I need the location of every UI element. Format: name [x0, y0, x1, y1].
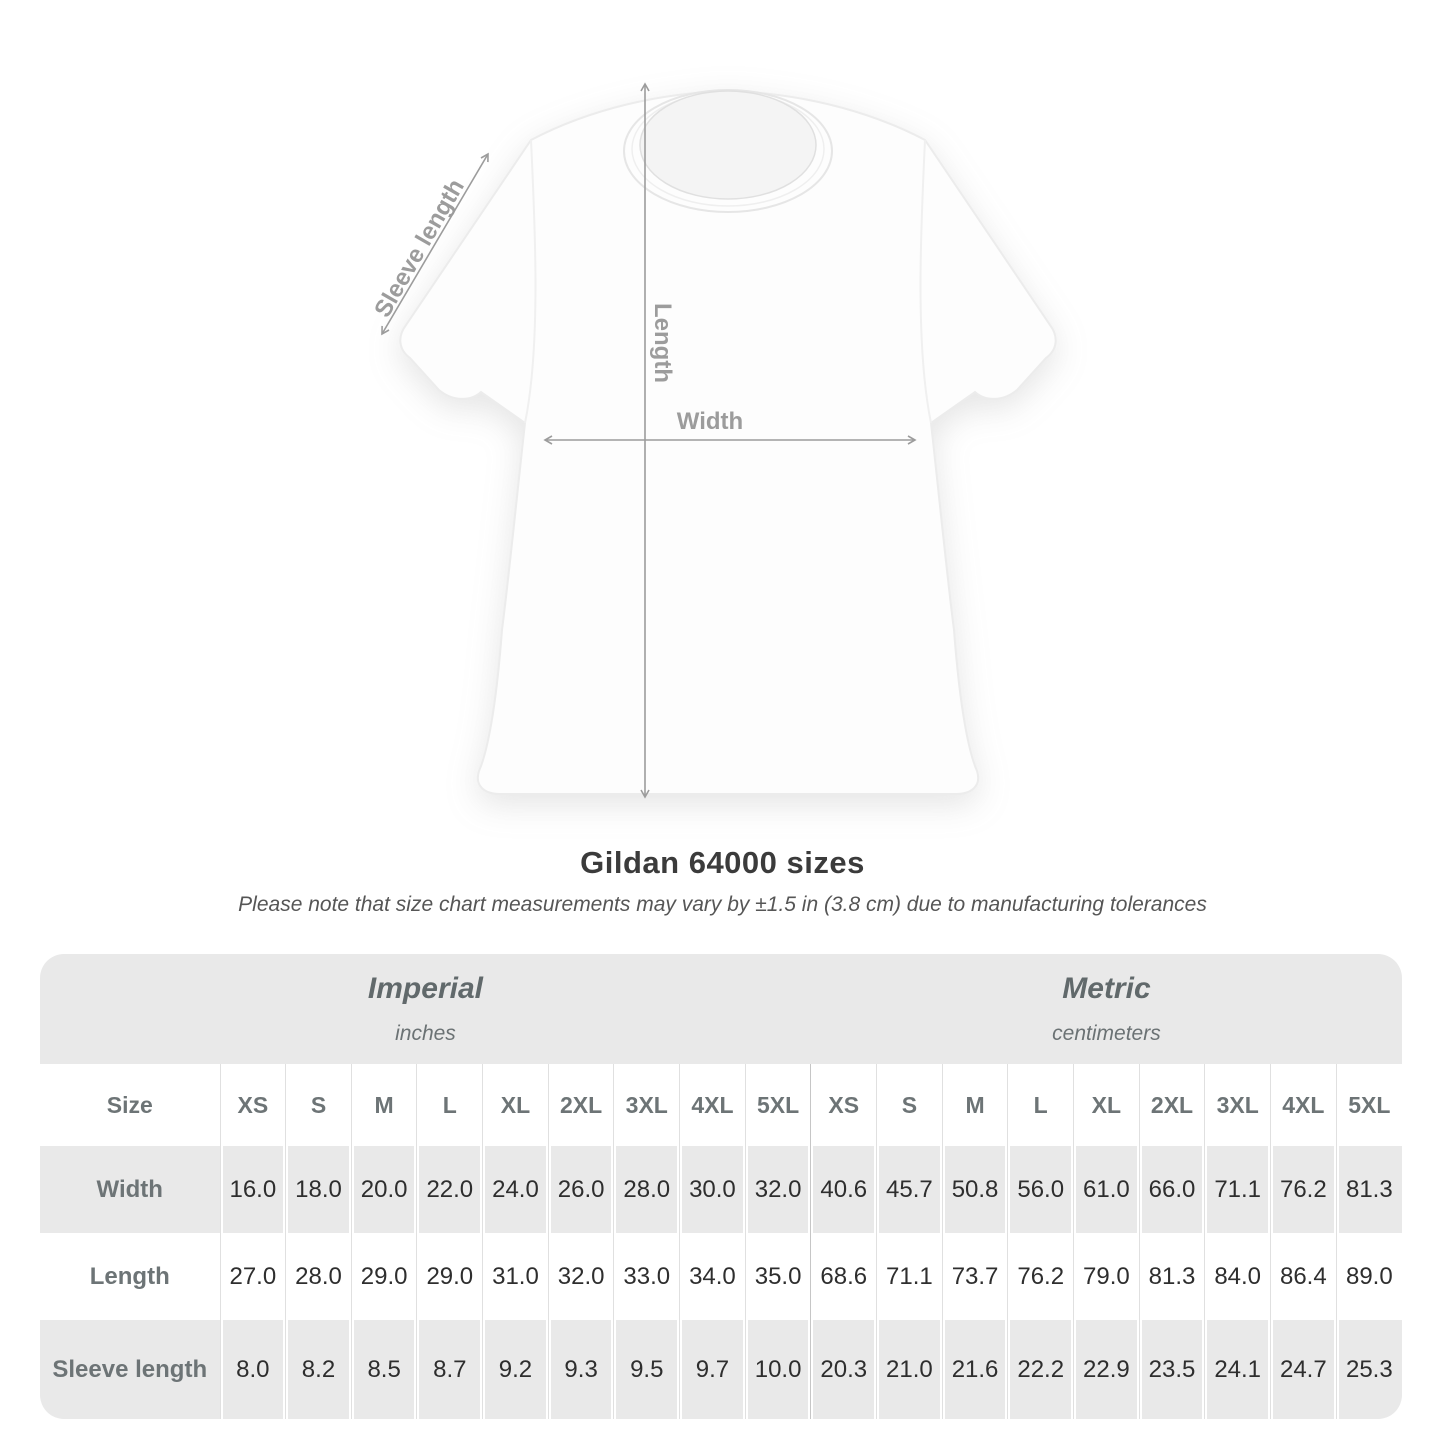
value-cell: 22.9 — [1073, 1320, 1140, 1419]
size-col-header: 5XL — [1335, 1064, 1402, 1146]
size-col-header: S — [876, 1064, 943, 1146]
collar-inner — [639, 90, 817, 200]
value-cell: 35.0 — [744, 1233, 811, 1320]
size-col-header: 3XL — [1204, 1064, 1271, 1146]
value-cell: 18.0 — [285, 1146, 352, 1233]
value-cell: 32.0 — [547, 1233, 614, 1320]
unit-group-row: Imperial inches Metric centimeters — [40, 954, 1402, 1064]
value-cell: 22.0 — [416, 1146, 483, 1233]
size-header-cell: Size — [40, 1064, 220, 1146]
table-row: Sleeve length 8.0 8.2 8.5 8.7 9.2 9.3 9.5 9.7 10.… — [40, 1320, 1402, 1419]
value-cell: 9.5 — [613, 1320, 680, 1419]
value-cell: 16.0 — [219, 1146, 286, 1233]
sleeve-length-arrow — [381, 152, 489, 336]
value-cell: 8.0 — [219, 1320, 286, 1419]
value-cell: 24.0 — [482, 1146, 549, 1233]
tolerance-note: Please note that size chart measurements… — [238, 893, 1207, 916]
tshirt-body — [399, 89, 1057, 795]
value-cell: 86.4 — [1270, 1233, 1337, 1320]
tshirt-measurement-illustration: Sleeve length Length Width — [369, 82, 1057, 799]
value-cell: 56.0 — [1007, 1146, 1074, 1233]
value-cell: 21.6 — [941, 1320, 1008, 1419]
value-cell: 20.0 — [350, 1146, 417, 1233]
value-cell: 25.3 — [1335, 1320, 1402, 1419]
value-cell: 24.1 — [1204, 1320, 1271, 1419]
size-col-header: L — [1007, 1064, 1074, 1146]
size-col-header: 4XL — [679, 1064, 746, 1146]
value-cell: 45.7 — [876, 1146, 943, 1233]
length-label: Length — [649, 303, 676, 383]
value-cell: 30.0 — [679, 1146, 746, 1233]
metric-unit: centimeters — [1052, 1022, 1161, 1045]
value-cell: 26.0 — [547, 1146, 614, 1233]
value-cell: 20.3 — [810, 1320, 877, 1419]
size-col-header: M — [350, 1064, 417, 1146]
value-cell: 22.2 — [1007, 1320, 1074, 1419]
table-row: Length 27.0 28.0 29.0 29.0 31.0 32.0 33.0 34.0 35… — [40, 1233, 1402, 1320]
imperial-unit: inches — [395, 1022, 456, 1045]
size-col-header: 2XL — [1138, 1064, 1205, 1146]
value-cell: 61.0 — [1073, 1146, 1140, 1233]
imperial-label: Imperial — [367, 972, 483, 1005]
value-cell: 9.3 — [547, 1320, 614, 1419]
unit-group-metric: Metric centimeters — [810, 954, 1402, 1064]
size-col-header: 5XL — [744, 1064, 811, 1146]
value-cell: 71.1 — [876, 1233, 943, 1320]
size-col-header: XL — [482, 1064, 549, 1146]
size-header-row: Size XS S M L XL 2XL 3XL 4XL 5XL XS S M L XL 2XL 3XL 4XL… — [40, 1064, 1402, 1146]
value-cell: 31.0 — [482, 1233, 549, 1320]
value-cell: 29.0 — [350, 1233, 417, 1320]
metric-label: Metric — [1062, 972, 1151, 1005]
size-col-header: L — [416, 1064, 483, 1146]
size-col-header: XS — [219, 1064, 286, 1146]
value-cell: 84.0 — [1204, 1233, 1271, 1320]
table-row: Width 16.0 18.0 20.0 22.0 24.0 26.0 28.0 30.0 32.… — [40, 1146, 1402, 1233]
value-cell: 34.0 — [679, 1233, 746, 1320]
value-cell: 9.7 — [679, 1320, 746, 1419]
width-label: Width — [677, 408, 743, 435]
value-cell: 66.0 — [1138, 1146, 1205, 1233]
value-cell: 32.0 — [744, 1146, 811, 1233]
value-cell: 81.3 — [1138, 1233, 1205, 1320]
value-cell: 81.3 — [1335, 1146, 1402, 1233]
value-cell: 79.0 — [1073, 1233, 1140, 1320]
value-cell: 33.0 — [613, 1233, 680, 1320]
row-label: Sleeve length — [40, 1320, 220, 1419]
value-cell: 21.0 — [876, 1320, 943, 1419]
value-cell: 40.6 — [810, 1146, 877, 1233]
value-cell: 73.7 — [941, 1233, 1008, 1320]
size-col-header: XS — [810, 1064, 877, 1146]
value-cell: 50.8 — [941, 1146, 1008, 1233]
value-cell: 89.0 — [1335, 1233, 1402, 1320]
value-cell: 28.0 — [613, 1146, 680, 1233]
tshirt-graphic: Sleeve length Length Width — [369, 82, 1057, 799]
size-chart-table-container: Imperial inches Metric centimeters Size … — [40, 954, 1402, 1419]
size-col-header: XL — [1073, 1064, 1140, 1146]
value-cell: 10.0 — [744, 1320, 811, 1419]
unit-group-imperial: Imperial inches — [40, 954, 811, 1064]
value-cell: 71.1 — [1204, 1146, 1271, 1233]
row-label: Width — [40, 1146, 220, 1233]
size-col-header: 3XL — [613, 1064, 680, 1146]
size-col-header: 4XL — [1270, 1064, 1337, 1146]
value-cell: 68.6 — [810, 1233, 877, 1320]
value-cell: 8.5 — [350, 1320, 417, 1419]
row-label: Length — [40, 1233, 220, 1320]
size-col-header: S — [285, 1064, 352, 1146]
value-cell: 28.0 — [285, 1233, 352, 1320]
value-cell: 27.0 — [219, 1233, 286, 1320]
value-cell: 8.7 — [416, 1320, 483, 1419]
size-col-header: M — [941, 1064, 1008, 1146]
size-col-header: 2XL — [547, 1064, 614, 1146]
value-cell: 76.2 — [1270, 1146, 1337, 1233]
value-cell: 8.2 — [285, 1320, 352, 1419]
value-cell: 24.7 — [1270, 1320, 1337, 1419]
page-title: Gildan 64000 sizes — [580, 845, 865, 880]
value-cell: 76.2 — [1007, 1233, 1074, 1320]
value-cell: 29.0 — [416, 1233, 483, 1320]
value-cell: 9.2 — [482, 1320, 549, 1419]
value-cell: 23.5 — [1138, 1320, 1205, 1419]
size-chart-table: Imperial inches Metric centimeters Size … — [40, 954, 1402, 1419]
